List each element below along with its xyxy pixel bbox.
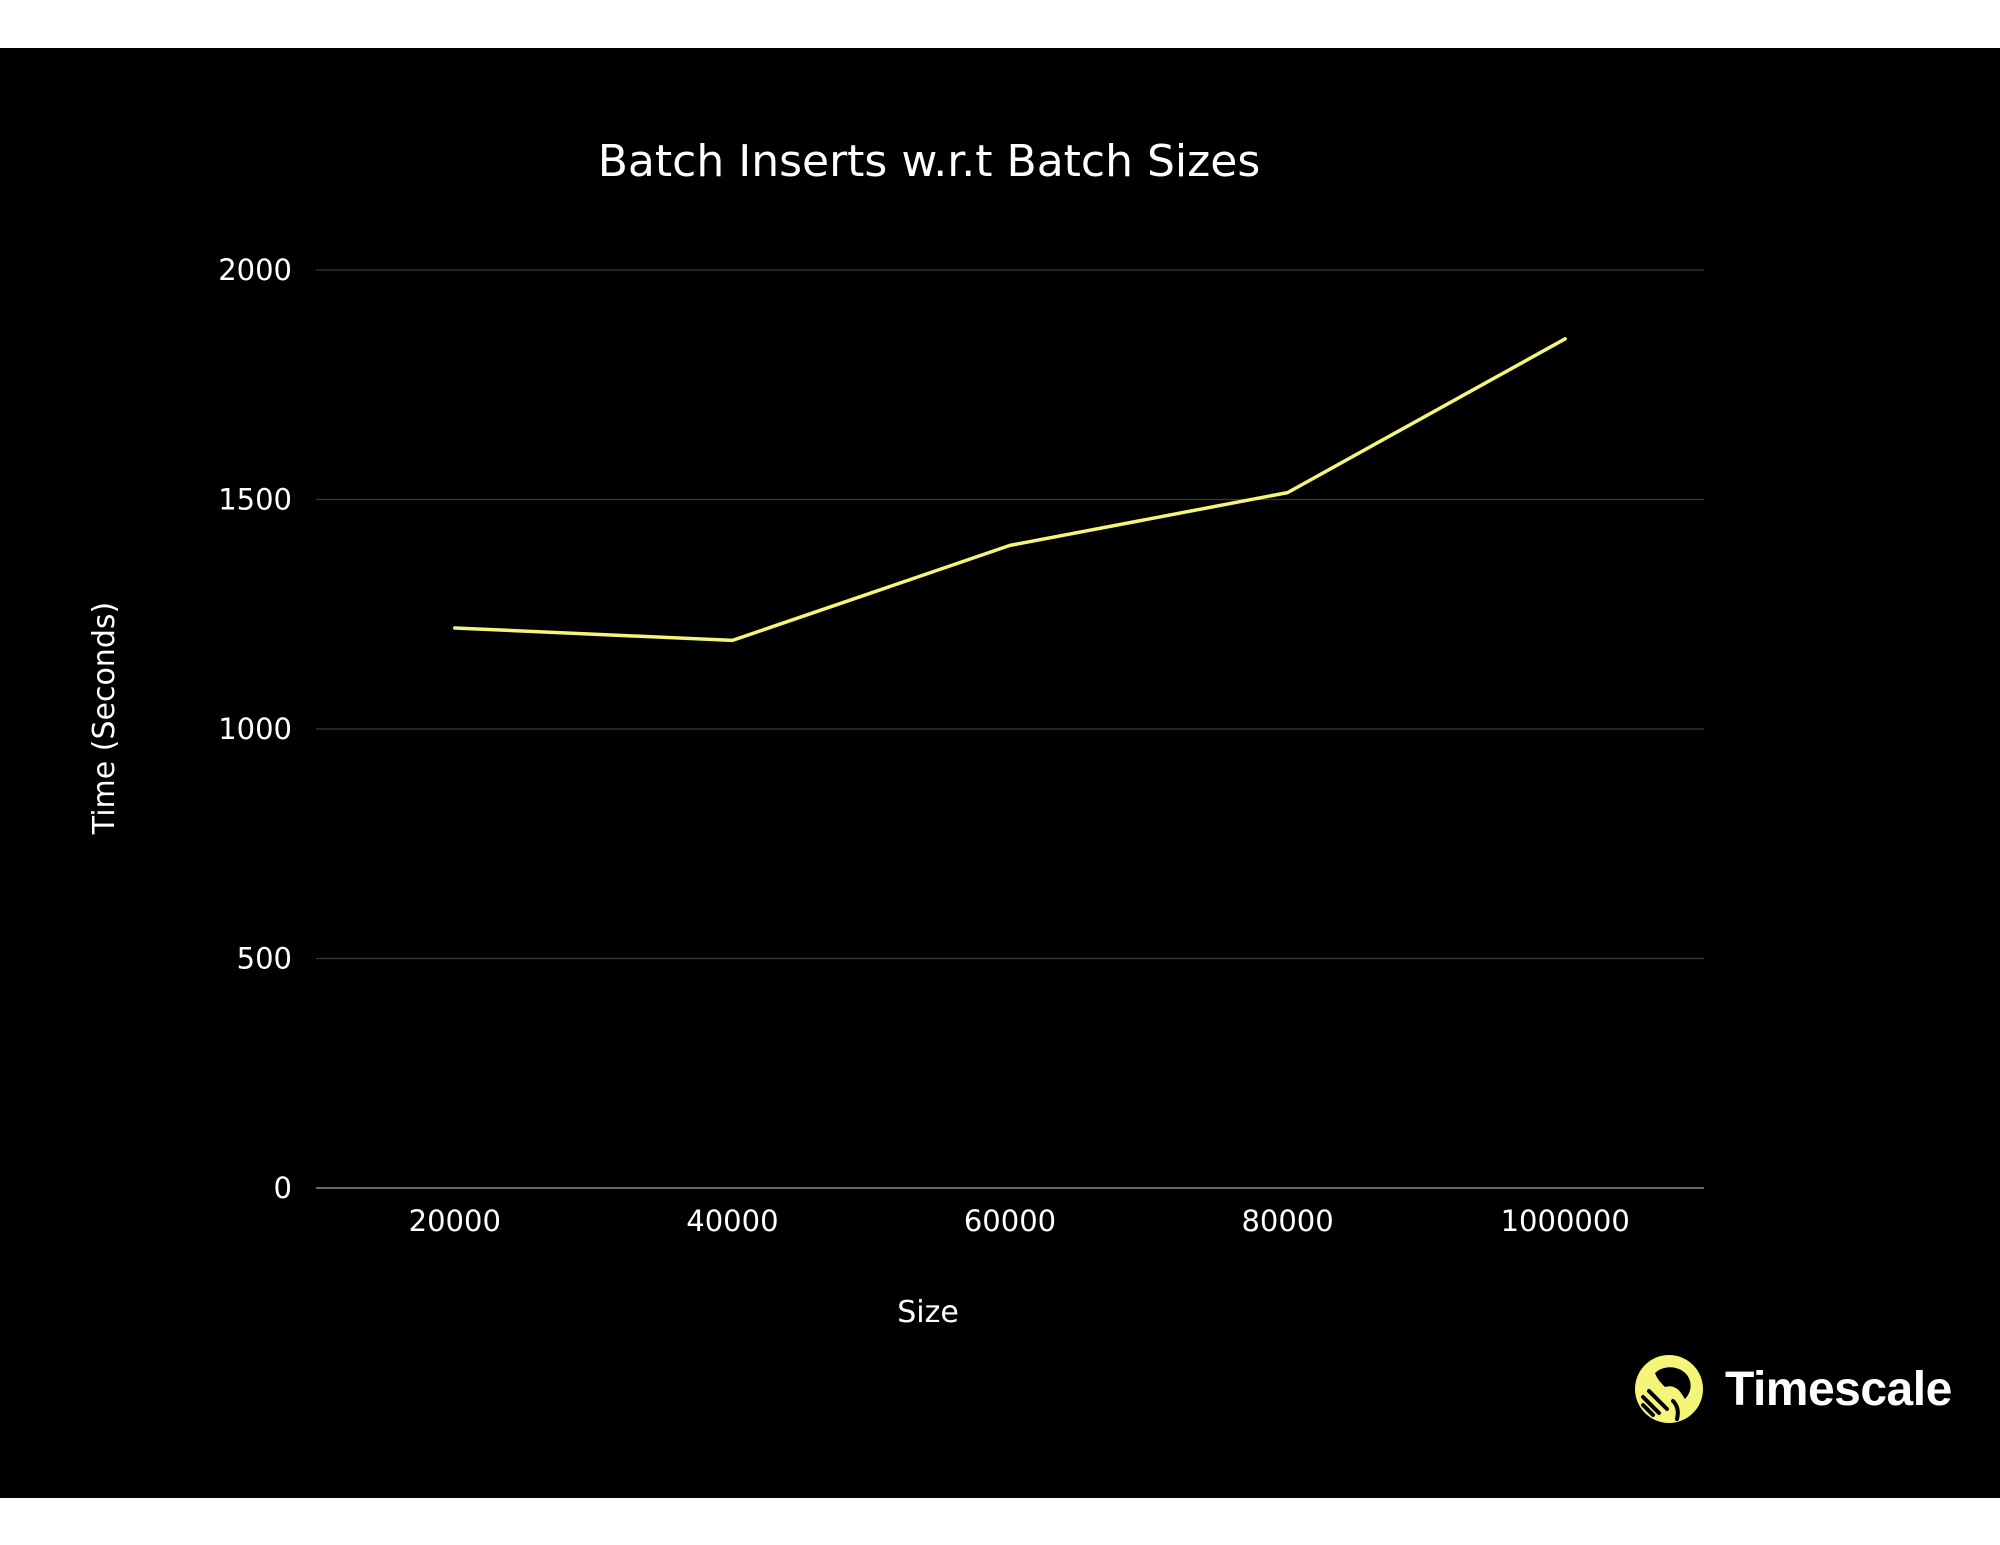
y-tick-label: 2000 (218, 253, 292, 287)
x-axis-label: Size (897, 1295, 959, 1330)
x-tick-label: 40000 (686, 1204, 778, 1238)
timescale-logo: Timescale (1633, 1353, 1952, 1425)
series-line-0 (453, 337, 1567, 643)
chart-panel: Batch Inserts w.r.t Batch Sizes 0 500 1000… (0, 48, 2000, 1498)
series-lines (453, 337, 1567, 643)
y-axis-label: Time (Seconds) (87, 602, 122, 835)
brand-name: Timescale (1725, 1362, 1952, 1416)
x-tick-label: 1000000 (1501, 1204, 1630, 1238)
x-tick-label: 80000 (1241, 1204, 1333, 1238)
chart-title: Batch Inserts w.r.t Batch Sizes (598, 136, 1261, 187)
y-tick-labels: 0 500 1000 1500 2000 (218, 253, 292, 1205)
x-tick-labels: 20000 40000 60000 80000 1000000 (409, 1204, 1630, 1238)
y-tick-label: 0 (274, 1171, 292, 1205)
timescale-tiger-icon (1635, 1355, 1703, 1423)
x-tick-label: 20000 (409, 1204, 501, 1238)
line-chart: Batch Inserts w.r.t Batch Sizes 0 500 1000… (87, 136, 1704, 1330)
x-tick-label: 60000 (964, 1204, 1056, 1238)
y-tick-label: 500 (237, 942, 292, 976)
y-tick-label: 1500 (218, 483, 292, 517)
y-tick-label: 1000 (218, 712, 292, 746)
gridlines (316, 269, 1704, 1189)
